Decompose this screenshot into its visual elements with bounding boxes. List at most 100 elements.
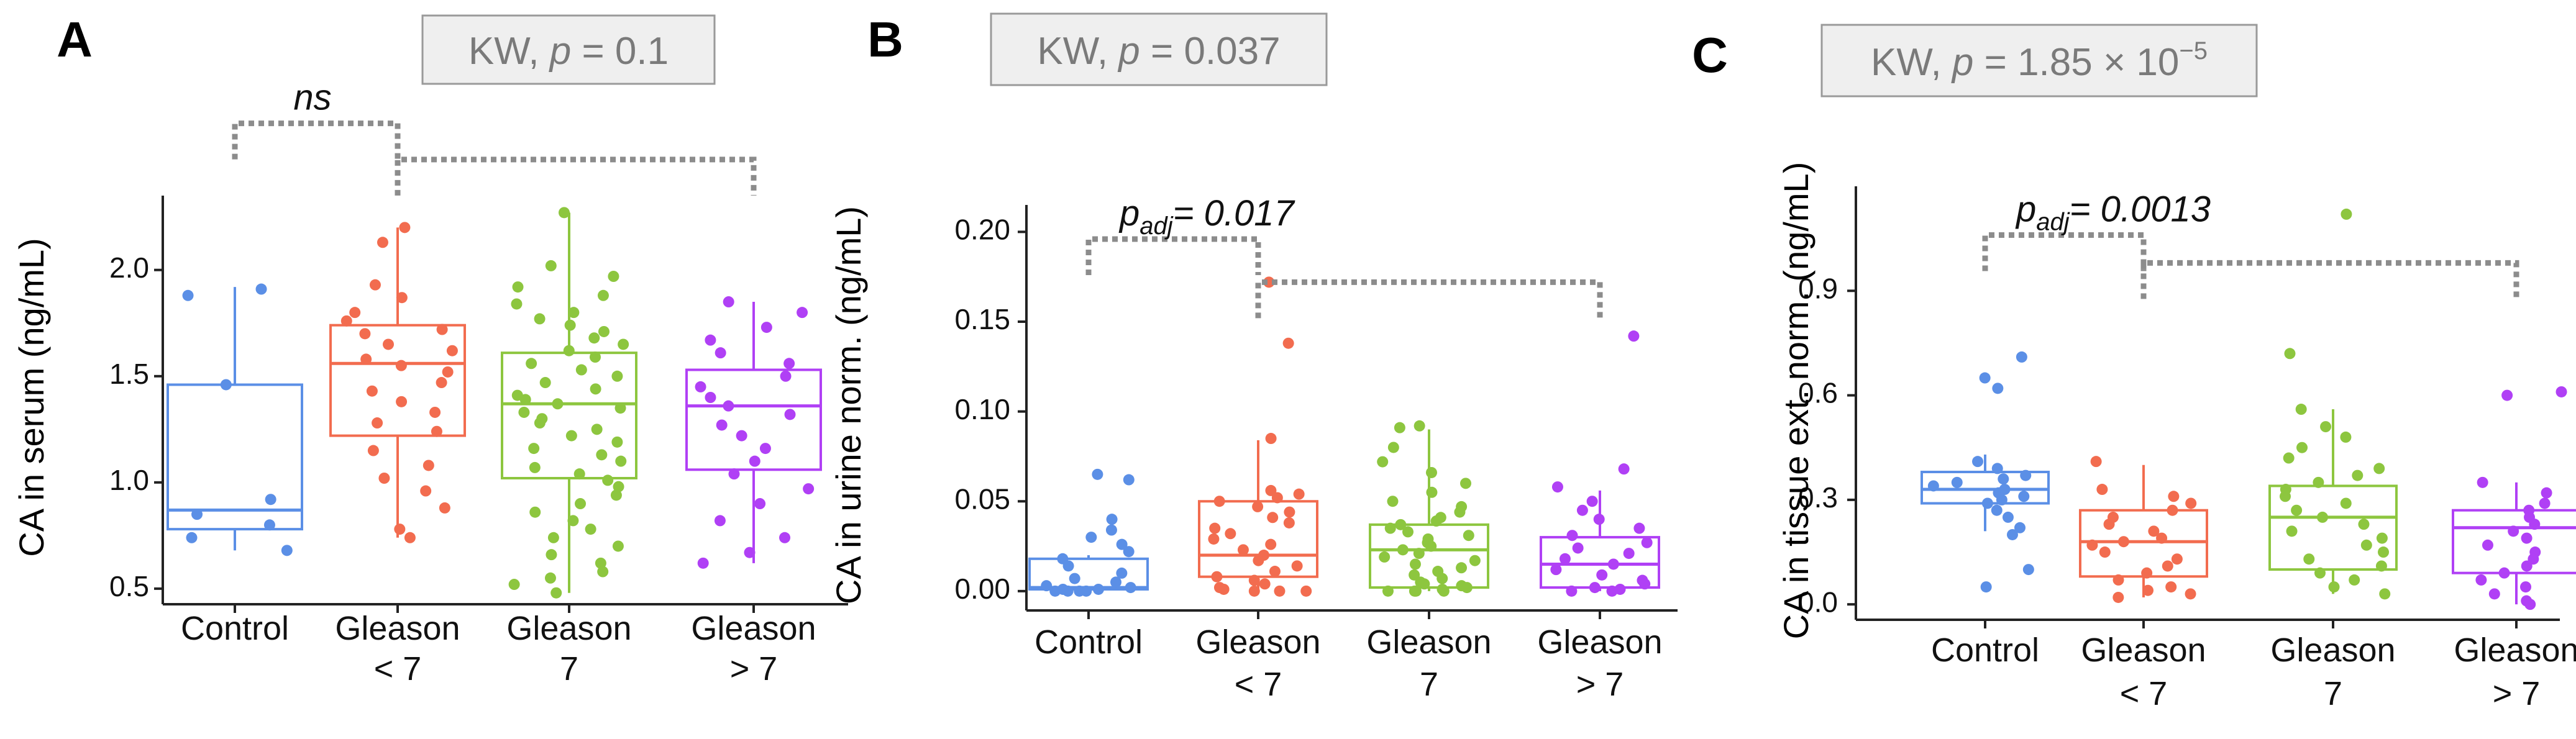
data-point bbox=[1382, 585, 1394, 597]
data-point bbox=[563, 345, 575, 356]
bracket-value: = 0.0013 bbox=[2070, 189, 2211, 230]
data-point bbox=[1387, 442, 1399, 453]
bracket-line bbox=[232, 120, 401, 160]
data-point bbox=[442, 366, 454, 378]
data-point bbox=[2148, 525, 2160, 537]
data-point bbox=[2352, 469, 2364, 481]
series-control: Control bbox=[1921, 351, 2050, 669]
data-point bbox=[797, 307, 808, 319]
data-point bbox=[1426, 486, 1438, 498]
data-point bbox=[1633, 522, 1645, 534]
data-point bbox=[518, 406, 530, 418]
data-point bbox=[420, 485, 432, 497]
kw-test-box: KW, p = 0.1 bbox=[421, 14, 716, 85]
data-point bbox=[783, 358, 795, 370]
data-point bbox=[511, 298, 523, 310]
data-point bbox=[2117, 536, 2129, 548]
data-point bbox=[1463, 530, 1474, 542]
data-point bbox=[759, 443, 771, 455]
data-point bbox=[2162, 560, 2173, 572]
y-tick-label: 2.0 bbox=[109, 252, 149, 284]
data-point bbox=[2096, 484, 2108, 496]
data-point bbox=[1384, 522, 1396, 534]
panel-label: C bbox=[1692, 27, 1728, 83]
data-point bbox=[695, 381, 706, 392]
data-point bbox=[803, 483, 815, 495]
data-point bbox=[2296, 442, 2308, 453]
box-iqr bbox=[329, 324, 466, 437]
data-point bbox=[2341, 208, 2352, 220]
data-point bbox=[2477, 476, 2488, 488]
data-point bbox=[1469, 555, 1481, 566]
data-point bbox=[1211, 571, 1223, 583]
data-point bbox=[1438, 585, 1450, 597]
x-tick-label: Control bbox=[1931, 632, 2039, 669]
x-tick-label: < 7 bbox=[374, 650, 422, 687]
data-point bbox=[2280, 491, 2291, 502]
data-point bbox=[1572, 542, 1584, 554]
data-point bbox=[2360, 539, 2372, 551]
data-point bbox=[544, 572, 556, 584]
data-point bbox=[1425, 466, 1437, 478]
data-point bbox=[2379, 588, 2391, 600]
data-point bbox=[1069, 573, 1080, 584]
x-tick-label: Gleason bbox=[1366, 623, 1491, 661]
data-point bbox=[575, 498, 587, 510]
data-point bbox=[1402, 526, 1414, 538]
data-point bbox=[1377, 456, 1389, 468]
data-point bbox=[1062, 585, 1074, 597]
data-point bbox=[1274, 585, 1286, 597]
y-tick-label: 0.00 bbox=[954, 573, 1010, 605]
data-point bbox=[1092, 468, 1103, 480]
data-point bbox=[2320, 421, 2332, 433]
data-point bbox=[519, 394, 531, 406]
data-point bbox=[1252, 501, 1264, 512]
bracket-line bbox=[1255, 279, 1603, 319]
data-point bbox=[2086, 539, 2098, 551]
data-point bbox=[2002, 511, 2014, 523]
kw-prefix: KW, bbox=[1871, 41, 1952, 84]
data-point bbox=[1110, 576, 1121, 588]
bracket-label: padj= 0.0013 bbox=[2015, 189, 2211, 236]
bracket-line bbox=[1085, 236, 1261, 275]
data-point bbox=[614, 402, 626, 414]
data-point bbox=[608, 271, 619, 282]
data-point bbox=[1125, 582, 1136, 594]
data-point bbox=[1092, 583, 1104, 595]
data-point bbox=[526, 358, 537, 370]
series-gleason-7: Gleason< 7 bbox=[1195, 276, 1321, 703]
data-point bbox=[1225, 528, 1236, 540]
data-point bbox=[1618, 463, 1630, 475]
data-point bbox=[1123, 474, 1135, 486]
data-point bbox=[367, 445, 379, 456]
data-point bbox=[1209, 522, 1221, 534]
data-point bbox=[1456, 562, 1468, 574]
data-point bbox=[2508, 525, 2519, 537]
data-point bbox=[1550, 564, 1562, 576]
x-tick-label: Gleason bbox=[1195, 623, 1320, 661]
bracket-line bbox=[1982, 232, 2147, 271]
data-point bbox=[615, 455, 627, 467]
data-point bbox=[780, 370, 792, 382]
data-point bbox=[2520, 581, 2532, 593]
x-tick-label: > 7 bbox=[2493, 675, 2541, 712]
x-tick-label: Gleason bbox=[506, 610, 631, 647]
data-point bbox=[366, 385, 378, 397]
data-point bbox=[585, 524, 596, 535]
data-point bbox=[2501, 389, 2513, 401]
data-point bbox=[1559, 553, 1571, 564]
y-axis-title: CA in urine norm. (ng/mL) bbox=[829, 206, 868, 604]
data-point bbox=[716, 419, 728, 431]
kw-label: KW, p = 0.037 bbox=[1037, 30, 1280, 73]
series-gleason-7: Gleason< 7 bbox=[329, 222, 466, 687]
kw-p: p bbox=[1117, 30, 1140, 73]
bracket-p-sub: adj bbox=[2036, 209, 2070, 236]
data-point bbox=[281, 545, 293, 556]
data-point bbox=[1271, 492, 1283, 504]
series-gleason-7: Gleason> 7 bbox=[685, 296, 822, 687]
data-point bbox=[1300, 585, 1312, 597]
data-point bbox=[2185, 588, 2196, 600]
kw-test-box: KW, p = 1.85 × 10−5 bbox=[1820, 24, 2258, 97]
series-control: Control bbox=[167, 283, 303, 647]
